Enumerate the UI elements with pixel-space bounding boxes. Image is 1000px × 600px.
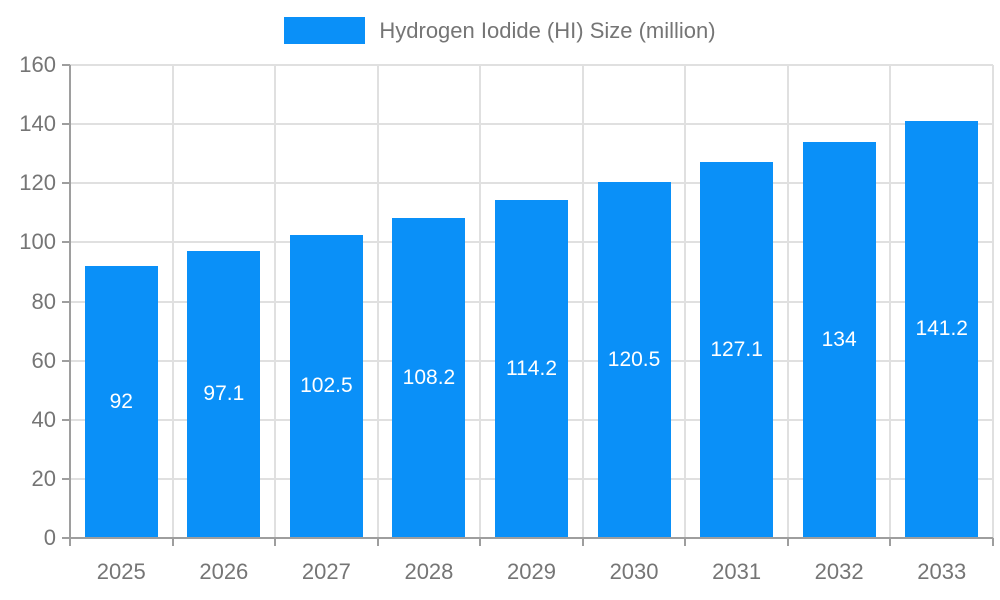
- y-tick: [62, 182, 70, 185]
- bar-value-label: 127.1: [710, 338, 763, 362]
- y-tick-label: 60: [31, 347, 56, 373]
- bar[interactable]: [187, 250, 261, 538]
- h-gridline: [70, 64, 993, 66]
- y-tick: [62, 64, 70, 66]
- bar[interactable]: [495, 200, 568, 538]
- x-tick-label: 2032: [814, 559, 864, 584]
- v-gridline: [786, 65, 789, 538]
- v-gridline: [376, 65, 379, 538]
- legend-swatch-icon: [284, 17, 366, 44]
- legend-item[interactable]: Hydrogen Iodide (HI) Size (million): [284, 17, 716, 44]
- bar[interactable]: [802, 141, 876, 538]
- x-tick: [992, 538, 994, 546]
- bar[interactable]: [905, 120, 979, 538]
- x-tick: [479, 538, 482, 546]
- x-tick-label: 2030: [609, 559, 659, 584]
- bar-value-label: 120.5: [607, 347, 661, 371]
- x-tick-label: 2028: [404, 559, 454, 584]
- y-tick-label: 20: [31, 465, 56, 491]
- bar[interactable]: [700, 162, 774, 538]
- h-gridline: [70, 123, 993, 126]
- x-axis-line: [70, 537, 993, 539]
- x-tick: [786, 538, 789, 546]
- y-tick: [62, 241, 70, 244]
- y-tick-label: 120: [19, 170, 56, 196]
- x-tick-label: 2029: [507, 559, 556, 584]
- bar-value-label: 114.2: [506, 357, 557, 381]
- v-gridline: [479, 65, 482, 538]
- y-tick-label: 80: [31, 288, 56, 314]
- bar[interactable]: [289, 234, 363, 538]
- x-tick: [376, 538, 379, 546]
- bar-value-label: 134: [821, 327, 857, 351]
- y-tick: [62, 359, 70, 362]
- bar-value-label: 97.1: [203, 382, 245, 406]
- y-axis-line: [69, 65, 71, 546]
- v-gridline: [581, 65, 584, 538]
- y-tick-label: 160: [19, 52, 56, 77]
- bar-value-label: 141.2: [915, 317, 968, 341]
- x-tick-label: 2026: [199, 559, 249, 584]
- v-gridline: [889, 65, 892, 538]
- h-gridline: [70, 182, 993, 185]
- bar[interactable]: [392, 218, 466, 538]
- x-tick: [274, 538, 277, 546]
- y-tick-label: 100: [19, 229, 56, 255]
- legend: Hydrogen Iodide (HI) Size (million): [0, 17, 1000, 44]
- x-tick-label: 2025: [96, 559, 146, 584]
- y-tick-label: 40: [31, 406, 56, 432]
- x-tick-label: 2027: [301, 559, 351, 584]
- y-tick: [62, 123, 70, 126]
- y-tick: [62, 300, 70, 303]
- y-tick-label: 0: [43, 525, 56, 550]
- v-gridline: [274, 65, 277, 538]
- bar-value-label: 102.5: [300, 374, 353, 398]
- x-tick: [69, 538, 71, 546]
- x-tick: [684, 538, 687, 546]
- bar[interactable]: [84, 266, 158, 538]
- v-gridline: [992, 65, 994, 538]
- y-tick: [62, 537, 70, 539]
- bar-value-label: 108.2: [402, 366, 456, 390]
- legend-label: Hydrogen Iodide (HI) Size (million): [379, 17, 716, 43]
- v-gridline: [171, 65, 174, 538]
- x-tick: [171, 538, 174, 546]
- bar-value-label: 92: [109, 390, 133, 413]
- x-tick: [581, 538, 584, 546]
- bar[interactable]: [597, 181, 671, 538]
- x-tick-label: 2031: [712, 559, 762, 584]
- x-tick: [889, 538, 892, 546]
- y-tick: [62, 477, 70, 480]
- y-tick-label: 140: [19, 111, 56, 137]
- v-gridline: [684, 65, 687, 538]
- x-tick-label: 2033: [917, 559, 967, 584]
- y-tick: [62, 418, 70, 421]
